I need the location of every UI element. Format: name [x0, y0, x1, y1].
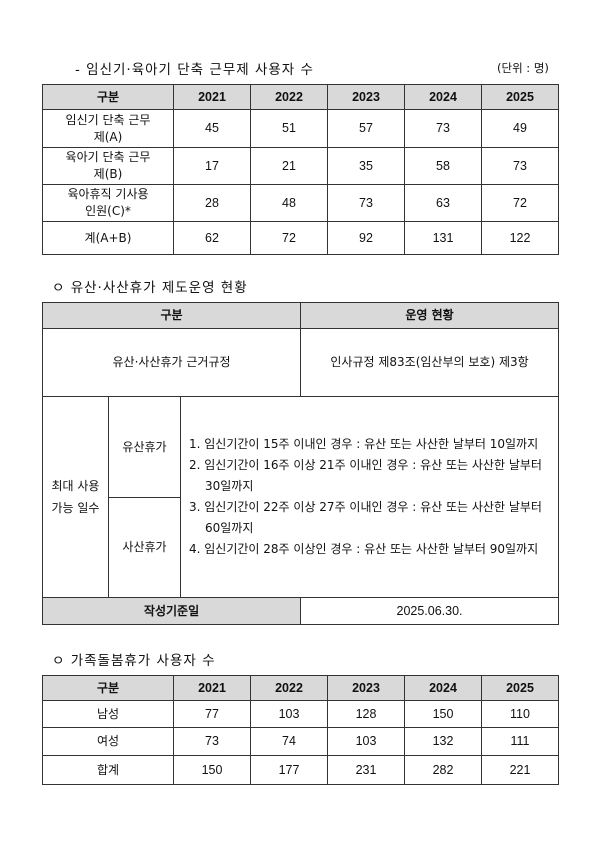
unit-label: (단위 : 명) — [497, 61, 549, 75]
cell-value: 51 — [250, 109, 328, 148]
cell-value: 73 — [327, 184, 405, 222]
table-row: 임신기 단축 근무제(A) 45 51 57 73 49 — [42, 109, 559, 148]
cell-value: 150 — [173, 755, 251, 785]
leave-days-list: 1. 임신기간이 15주 이내인 경우 : 유산 또는 사산한 날부터 10일까… — [179, 396, 560, 598]
cell-value: 131 — [404, 221, 482, 255]
cell-value: 62 — [173, 221, 251, 255]
cell-value: 92 — [327, 221, 405, 255]
row-label: 육아기 단축 근무제(B) — [42, 147, 174, 185]
table-row: 여성 73 74 103 132 111 — [42, 727, 559, 756]
column-header: 구분 — [42, 84, 174, 110]
list-item: 3. 임신기간이 22주 이상 27주 이내인 경우 : 유산 또는 사산한 날… — [189, 500, 542, 535]
cell-value: 74 — [250, 727, 328, 756]
list-item: 4. 임신기간이 28주 이상인 경우 : 유산 또는 사산한 날부터 90일까… — [189, 542, 539, 556]
cell-value: 58 — [404, 147, 482, 185]
cell-value: 128 — [327, 700, 405, 728]
cell-value: 177 — [250, 755, 328, 785]
row-label: 여성 — [42, 727, 174, 756]
table-row: 육아휴직 기사용인원(C)* 28 48 73 63 72 — [42, 184, 559, 222]
cell-value: 73 — [404, 109, 482, 148]
basis-label: 유산·사산휴가 근거규정 — [41, 328, 302, 397]
column-header: 2023 — [327, 84, 405, 110]
cell-value: 221 — [481, 755, 559, 785]
row-label: 계(A+B) — [42, 221, 174, 255]
family-care-table: 구분 2021 2022 2023 2024 2025 남성 77 103 128 150 110 여성… — [42, 675, 559, 785]
cell-value: 35 — [327, 147, 405, 185]
header-status: 운영 현황 — [300, 302, 560, 329]
list-item: 1. 임신기간이 15주 이내인 경우 : 유산 또는 사산한 날부터 10일까… — [189, 437, 539, 451]
table-row: 육아기 단축 근무제(B) 17 21 35 58 73 — [42, 147, 559, 185]
cell-value: 122 — [481, 221, 559, 255]
cell-value: 57 — [327, 109, 405, 148]
cell-value: 103 — [250, 700, 328, 728]
list-item: 2. 임신기간이 16주 이상 21주 이내인 경우 : 유산 또는 사산한 날… — [189, 458, 542, 493]
cell-value: 73 — [481, 147, 559, 185]
column-header: 2024 — [404, 84, 482, 110]
table-row: 계(A+B) 62 72 92 131 122 — [42, 221, 559, 255]
row-label: 남성 — [42, 700, 174, 728]
column-header: 2022 — [250, 675, 328, 701]
column-header: 2022 — [250, 84, 328, 110]
cell-value: 110 — [481, 700, 559, 728]
header-category: 구분 — [41, 302, 302, 329]
section1-title: - 임신기·육아기 단축 근무제 사용자 수 — [75, 62, 314, 78]
stillbirth-label: 사산휴가 — [108, 497, 181, 598]
short-work-table: 구분 2021 2022 2023 2024 2025 임신기 단축 근무제(A) 45 51 5… — [42, 84, 559, 255]
max-days-label: 최대 사용가능 일수 — [42, 396, 109, 598]
cell-value: 282 — [404, 755, 482, 785]
cell-value: 111 — [481, 727, 559, 756]
basis-value: 인사규정 제83조(임산부의 보호) 제3항 — [300, 328, 560, 397]
cell-value: 28 — [173, 184, 251, 222]
section2-title: ㅇ 유산·사산휴가 제도운영 현황 — [52, 280, 248, 296]
cell-value: 45 — [173, 109, 251, 148]
cell-value: 49 — [481, 109, 559, 148]
column-header: 2025 — [481, 675, 559, 701]
cell-value: 63 — [404, 184, 482, 222]
column-header: 2021 — [173, 675, 251, 701]
leave-policy-table: 구분 운영 현황 유산·사산휴가 근거규정 인사규정 제83조(임산부의 보호) 제… — [41, 302, 560, 625]
cell-value: 73 — [173, 727, 251, 756]
cell-value: 21 — [250, 147, 328, 185]
cell-value: 77 — [173, 700, 251, 728]
cell-value: 72 — [481, 184, 559, 222]
table-row: 남성 77 103 128 150 110 — [42, 700, 559, 728]
section3-title: ㅇ 가족돌봄휴가 사용자 수 — [52, 653, 216, 669]
row-label: 육아휴직 기사용인원(C)* — [42, 184, 174, 222]
date-label: 작성기준일 — [41, 597, 302, 625]
column-header: 2023 — [327, 675, 405, 701]
cell-value: 72 — [250, 221, 328, 255]
miscarriage-label: 유산휴가 — [108, 396, 181, 498]
column-header: 2025 — [481, 84, 559, 110]
cell-value: 103 — [327, 727, 405, 756]
cell-value: 17 — [173, 147, 251, 185]
cell-value: 48 — [250, 184, 328, 222]
column-header: 2024 — [404, 675, 482, 701]
cell-value: 150 — [404, 700, 482, 728]
cell-value: 132 — [404, 727, 482, 756]
row-label: 합계 — [42, 755, 174, 785]
cell-value: 231 — [327, 755, 405, 785]
table-row: 합계 150 177 231 282 221 — [42, 755, 559, 785]
date-value: 2025.06.30. — [300, 597, 560, 625]
column-header: 2021 — [173, 84, 251, 110]
row-label: 임신기 단축 근무제(A) — [42, 109, 174, 148]
column-header: 구분 — [42, 675, 174, 701]
